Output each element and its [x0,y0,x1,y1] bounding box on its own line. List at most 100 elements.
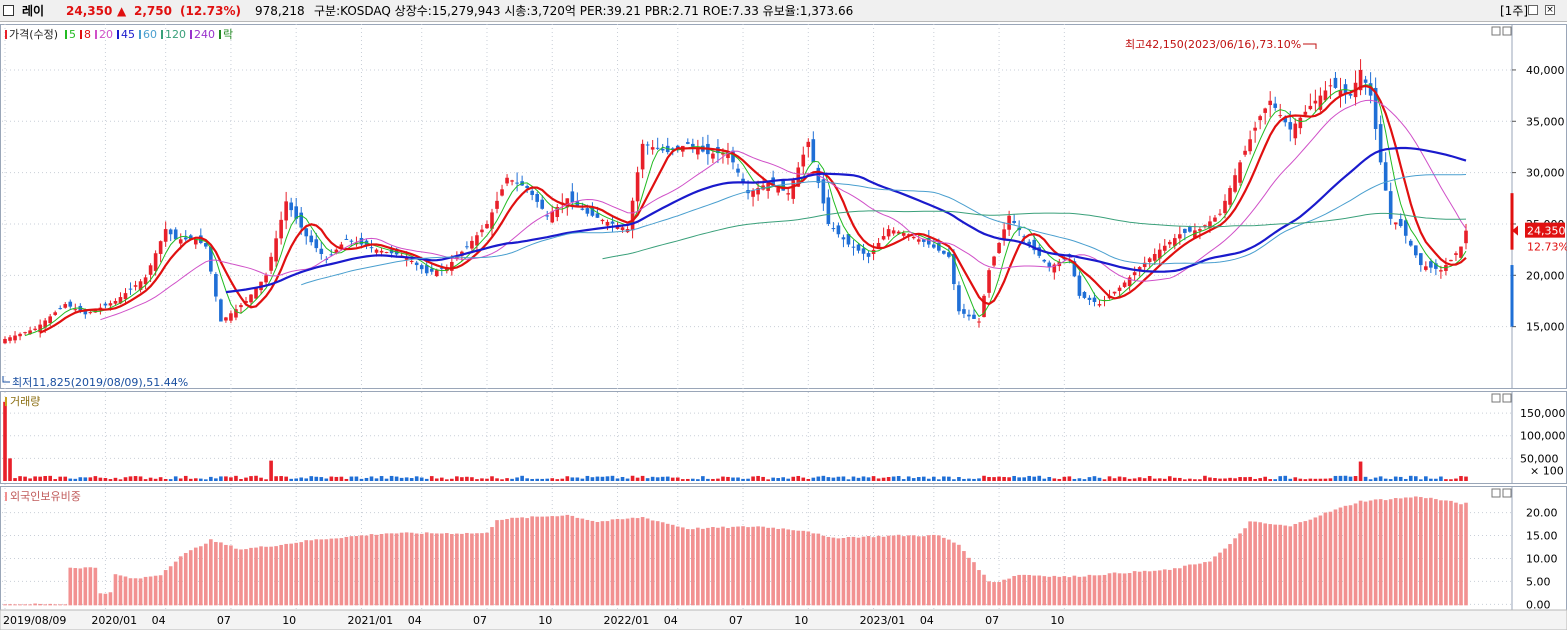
candle-body [379,250,384,253]
period-button[interactable]: [1주] [1500,4,1529,18]
foreign-bar [219,542,223,606]
volume-bar [1288,478,1293,481]
candle-body [8,337,12,341]
candle-body [1203,225,1207,227]
candle-body [294,206,299,219]
volume-bar [439,477,444,481]
current-price: 24,350 [66,4,113,18]
volume-bar [239,478,243,481]
volume-bar [475,479,479,481]
foreign-bar [324,539,329,606]
candle-body [183,237,188,240]
candle-body [776,188,780,193]
foreign-bar [881,536,886,606]
foreign-bar [911,535,916,606]
foreign-bar [1097,575,1102,606]
stock-info: 구분:KOSDAQ 상장수:15,279,943 시총:3,720억 PER:3… [314,4,854,18]
candle-body [992,256,996,266]
close-icon[interactable]: × [1545,5,1555,15]
volume-bar [148,477,153,481]
foreign-bar [992,582,996,606]
foreign-bar [1112,572,1117,606]
candle-body [1228,188,1232,205]
foreign-bar [1142,570,1147,606]
foreign-bar [1263,523,1267,606]
volume-bar [374,478,379,481]
foreign-bar [354,536,359,606]
volume-bar [1398,476,1403,481]
candle-body [786,193,791,195]
foreign-bar [239,549,243,606]
volume-bar [394,476,399,481]
foreign-bar [846,537,851,606]
volume-bar [1208,477,1212,481]
candle-body [1288,122,1293,130]
foreign-bar [645,518,650,606]
volume-bar [279,476,283,481]
candle-body [530,190,534,195]
volume-bar [751,476,755,481]
date-label: 2022/01 [604,614,650,627]
volume-tick-label: 100,000 [1520,430,1566,443]
window-checkbox[interactable] [3,5,14,16]
foreign-bar [138,578,143,606]
foreign-bar [982,574,986,606]
foreign-bar [1162,569,1167,606]
candle-body [811,139,816,163]
volume-bar [891,476,896,481]
volume-bar [319,477,324,481]
foreign-bar [525,518,529,606]
foreign-bar [188,550,193,606]
volume-bar [500,479,504,481]
candle-body [726,152,730,159]
volume-bar [1213,478,1217,481]
maximize-icon[interactable] [1528,5,1538,15]
foreign-bar [1308,519,1313,606]
candle-body [1193,230,1197,238]
candle-body [73,309,78,311]
volume-bar [726,476,730,481]
stock-chart[interactable]: 15,00020,00025,00030,00035,00040,00050,0… [0,22,1567,630]
volume-bar [1122,477,1127,481]
foreign-bar [977,570,981,606]
candle-body [214,274,218,297]
candle-body [133,285,138,287]
volume-bar [1268,479,1273,481]
foreign-bar [173,561,178,606]
foreign-bar [314,539,319,606]
foreign-bar [761,526,765,606]
foreign-bar [580,518,585,606]
foreign-bar [1429,497,1433,606]
volume-bar [219,476,223,481]
foreign-bar [319,539,324,606]
foreign-bar [972,562,976,606]
volume-bar [1323,478,1328,481]
foreign-bar [896,534,901,606]
foreign-bar [736,526,740,606]
foreign-bar [198,546,203,606]
foreign-bar [1183,565,1187,606]
foreign-bar [1152,570,1157,606]
foreign-bar [108,592,113,606]
volume-bar [1248,476,1252,481]
candle-body [1278,115,1283,117]
candle-body [731,150,735,163]
volume-bar [1358,461,1363,481]
volume-bar [289,478,293,481]
volume-bar [1373,477,1378,481]
foreign-bar [334,538,339,606]
volume-bar [1137,477,1142,481]
candle-body [645,144,650,146]
candle-body [655,147,660,149]
candle-body [234,309,238,318]
foreign-bar [113,574,118,606]
volume-bar [369,476,374,481]
foreign-bar [590,520,595,606]
foreign-bar [329,538,334,606]
foreign-bar [906,535,911,606]
foreign-bar [294,542,299,606]
foreign-bar [183,552,188,606]
foreign-bar [942,537,946,606]
candle-body [1052,264,1057,273]
foreign-bar [53,604,58,606]
